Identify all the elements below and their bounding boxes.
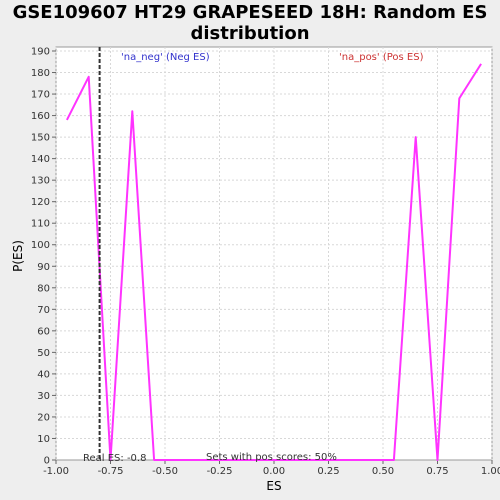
- x-axis-ticks: -1.00 -0.75 -0.50 -0.25 0.00 0.25 0.50 0.75 1.00: [43, 460, 500, 477]
- y-tick-label: 140: [31, 154, 50, 165]
- chart-title-line1: GSE109607 HT29 GRAPESEED 18H: Random ES: [13, 2, 488, 23]
- x-tick-label: -0.75: [98, 466, 124, 477]
- y-tick-label: 130: [31, 176, 50, 187]
- x-tick-label: 0.00: [263, 466, 285, 477]
- x-tick-label: -0.50: [152, 466, 178, 477]
- chart-title-line2: distribution: [190, 23, 309, 44]
- x-tick-label: -0.25: [207, 466, 233, 477]
- y-tick-label: 120: [31, 197, 50, 208]
- y-tick-label: 0: [44, 456, 50, 467]
- y-tick-label: 190: [31, 47, 50, 58]
- y-tick-label: 70: [37, 305, 50, 316]
- x-axis-label: ES: [266, 479, 281, 493]
- y-tick-label: 40: [37, 369, 50, 380]
- y-tick-label: 80: [37, 283, 50, 294]
- x-tick-label: 0.75: [426, 466, 448, 477]
- x-tick-label: 0.50: [372, 466, 394, 477]
- sets-with-pos-scores-label: Sets with pos scores: 50%: [206, 452, 337, 463]
- real-es-label: Real ES: -0.8: [83, 453, 146, 464]
- y-tick-label: 50: [37, 348, 50, 359]
- y-tick-label: 30: [37, 391, 50, 402]
- y-axis-ticks: 0 10 20 30 40 50 60 70 80 90 100 110 120 130 140 150 160…: [31, 47, 56, 467]
- x-tick-label: 1.00: [481, 466, 500, 477]
- x-tick-label: -1.00: [43, 466, 69, 477]
- neg-es-label: 'na_neg' (Neg ES): [121, 52, 210, 63]
- y-tick-label: 170: [31, 90, 50, 101]
- y-tick-label: 20: [37, 412, 50, 423]
- y-tick-label: 110: [31, 219, 50, 230]
- y-tick-label: 180: [31, 68, 50, 79]
- y-tick-label: 150: [31, 133, 50, 144]
- y-tick-label: 90: [37, 262, 50, 273]
- pos-es-label: 'na_pos' (Pos ES): [339, 52, 424, 63]
- y-axis-label: P(ES): [11, 240, 25, 272]
- x-tick-label: 0.25: [317, 466, 339, 477]
- series-line: [66, 63, 482, 461]
- y-tick-label: 10: [37, 434, 50, 445]
- y-tick-label: 100: [31, 240, 50, 251]
- y-tick-label: 60: [37, 326, 50, 337]
- y-tick-label: 160: [31, 111, 50, 122]
- series-lines: [66, 63, 482, 461]
